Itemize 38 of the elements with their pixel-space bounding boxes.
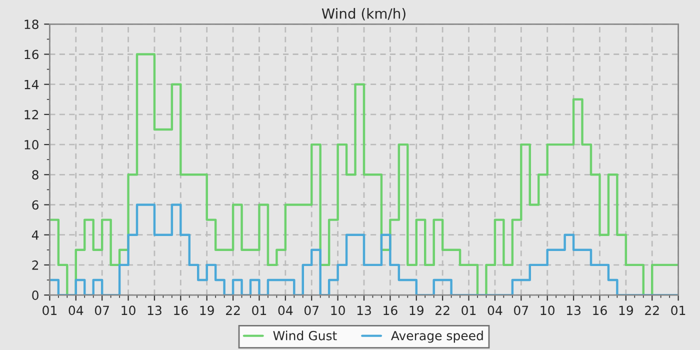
y-tick-label: 16 — [24, 50, 38, 60]
x-tick-label: 10 — [540, 306, 554, 316]
x-tick-label: 22 — [436, 306, 450, 315]
y-tick-label: 18 — [24, 20, 38, 30]
x-tick-label: 13 — [566, 306, 580, 316]
chart-title: Wind (km/h) — [322, 8, 406, 20]
x-tick-label: 01 — [252, 306, 266, 316]
x-tick-label: 16 — [174, 306, 188, 316]
x-tick-label: 19 — [200, 306, 214, 316]
legend-label: Average speed — [391, 330, 483, 343]
x-tick-label: 13 — [148, 306, 162, 316]
x-tick-label: 13 — [357, 306, 371, 316]
x-tick-label: 10 — [122, 306, 136, 316]
x-tick-label: 07 — [514, 306, 528, 316]
y-tick-label: 2 — [32, 260, 38, 270]
x-tick-label: 01 — [42, 306, 56, 316]
y-tick-label: 4 — [32, 230, 39, 240]
y-tick-label: 12 — [24, 110, 38, 120]
x-tick-label: 04 — [278, 306, 293, 316]
x-tick-label: 07 — [304, 306, 318, 316]
x-tick-label: 07 — [94, 306, 109, 316]
x-tick-label: 19 — [410, 306, 424, 316]
y-tick-label: 0 — [32, 290, 38, 300]
x-tick-label: 22 — [226, 306, 240, 315]
y-tick-label: 10 — [24, 140, 38, 150]
x-tick-label: 01 — [462, 306, 476, 316]
y-tick-label: 6 — [32, 200, 38, 210]
x-tick-label: 01 — [671, 306, 686, 316]
legend-label: Wind Gust — [273, 330, 337, 340]
x-tick-label: 04 — [68, 306, 84, 316]
x-tick-label: 16 — [384, 306, 398, 316]
x-tick-label: 10 — [331, 306, 345, 316]
x-tick-label: 04 — [488, 306, 502, 316]
x-tick-label: 22 — [645, 306, 659, 315]
y-tick-label: 8 — [32, 170, 38, 180]
x-tick-label: 19 — [619, 306, 633, 316]
y-tick-label: 14 — [24, 80, 39, 90]
x-tick-label: 16 — [593, 306, 607, 316]
